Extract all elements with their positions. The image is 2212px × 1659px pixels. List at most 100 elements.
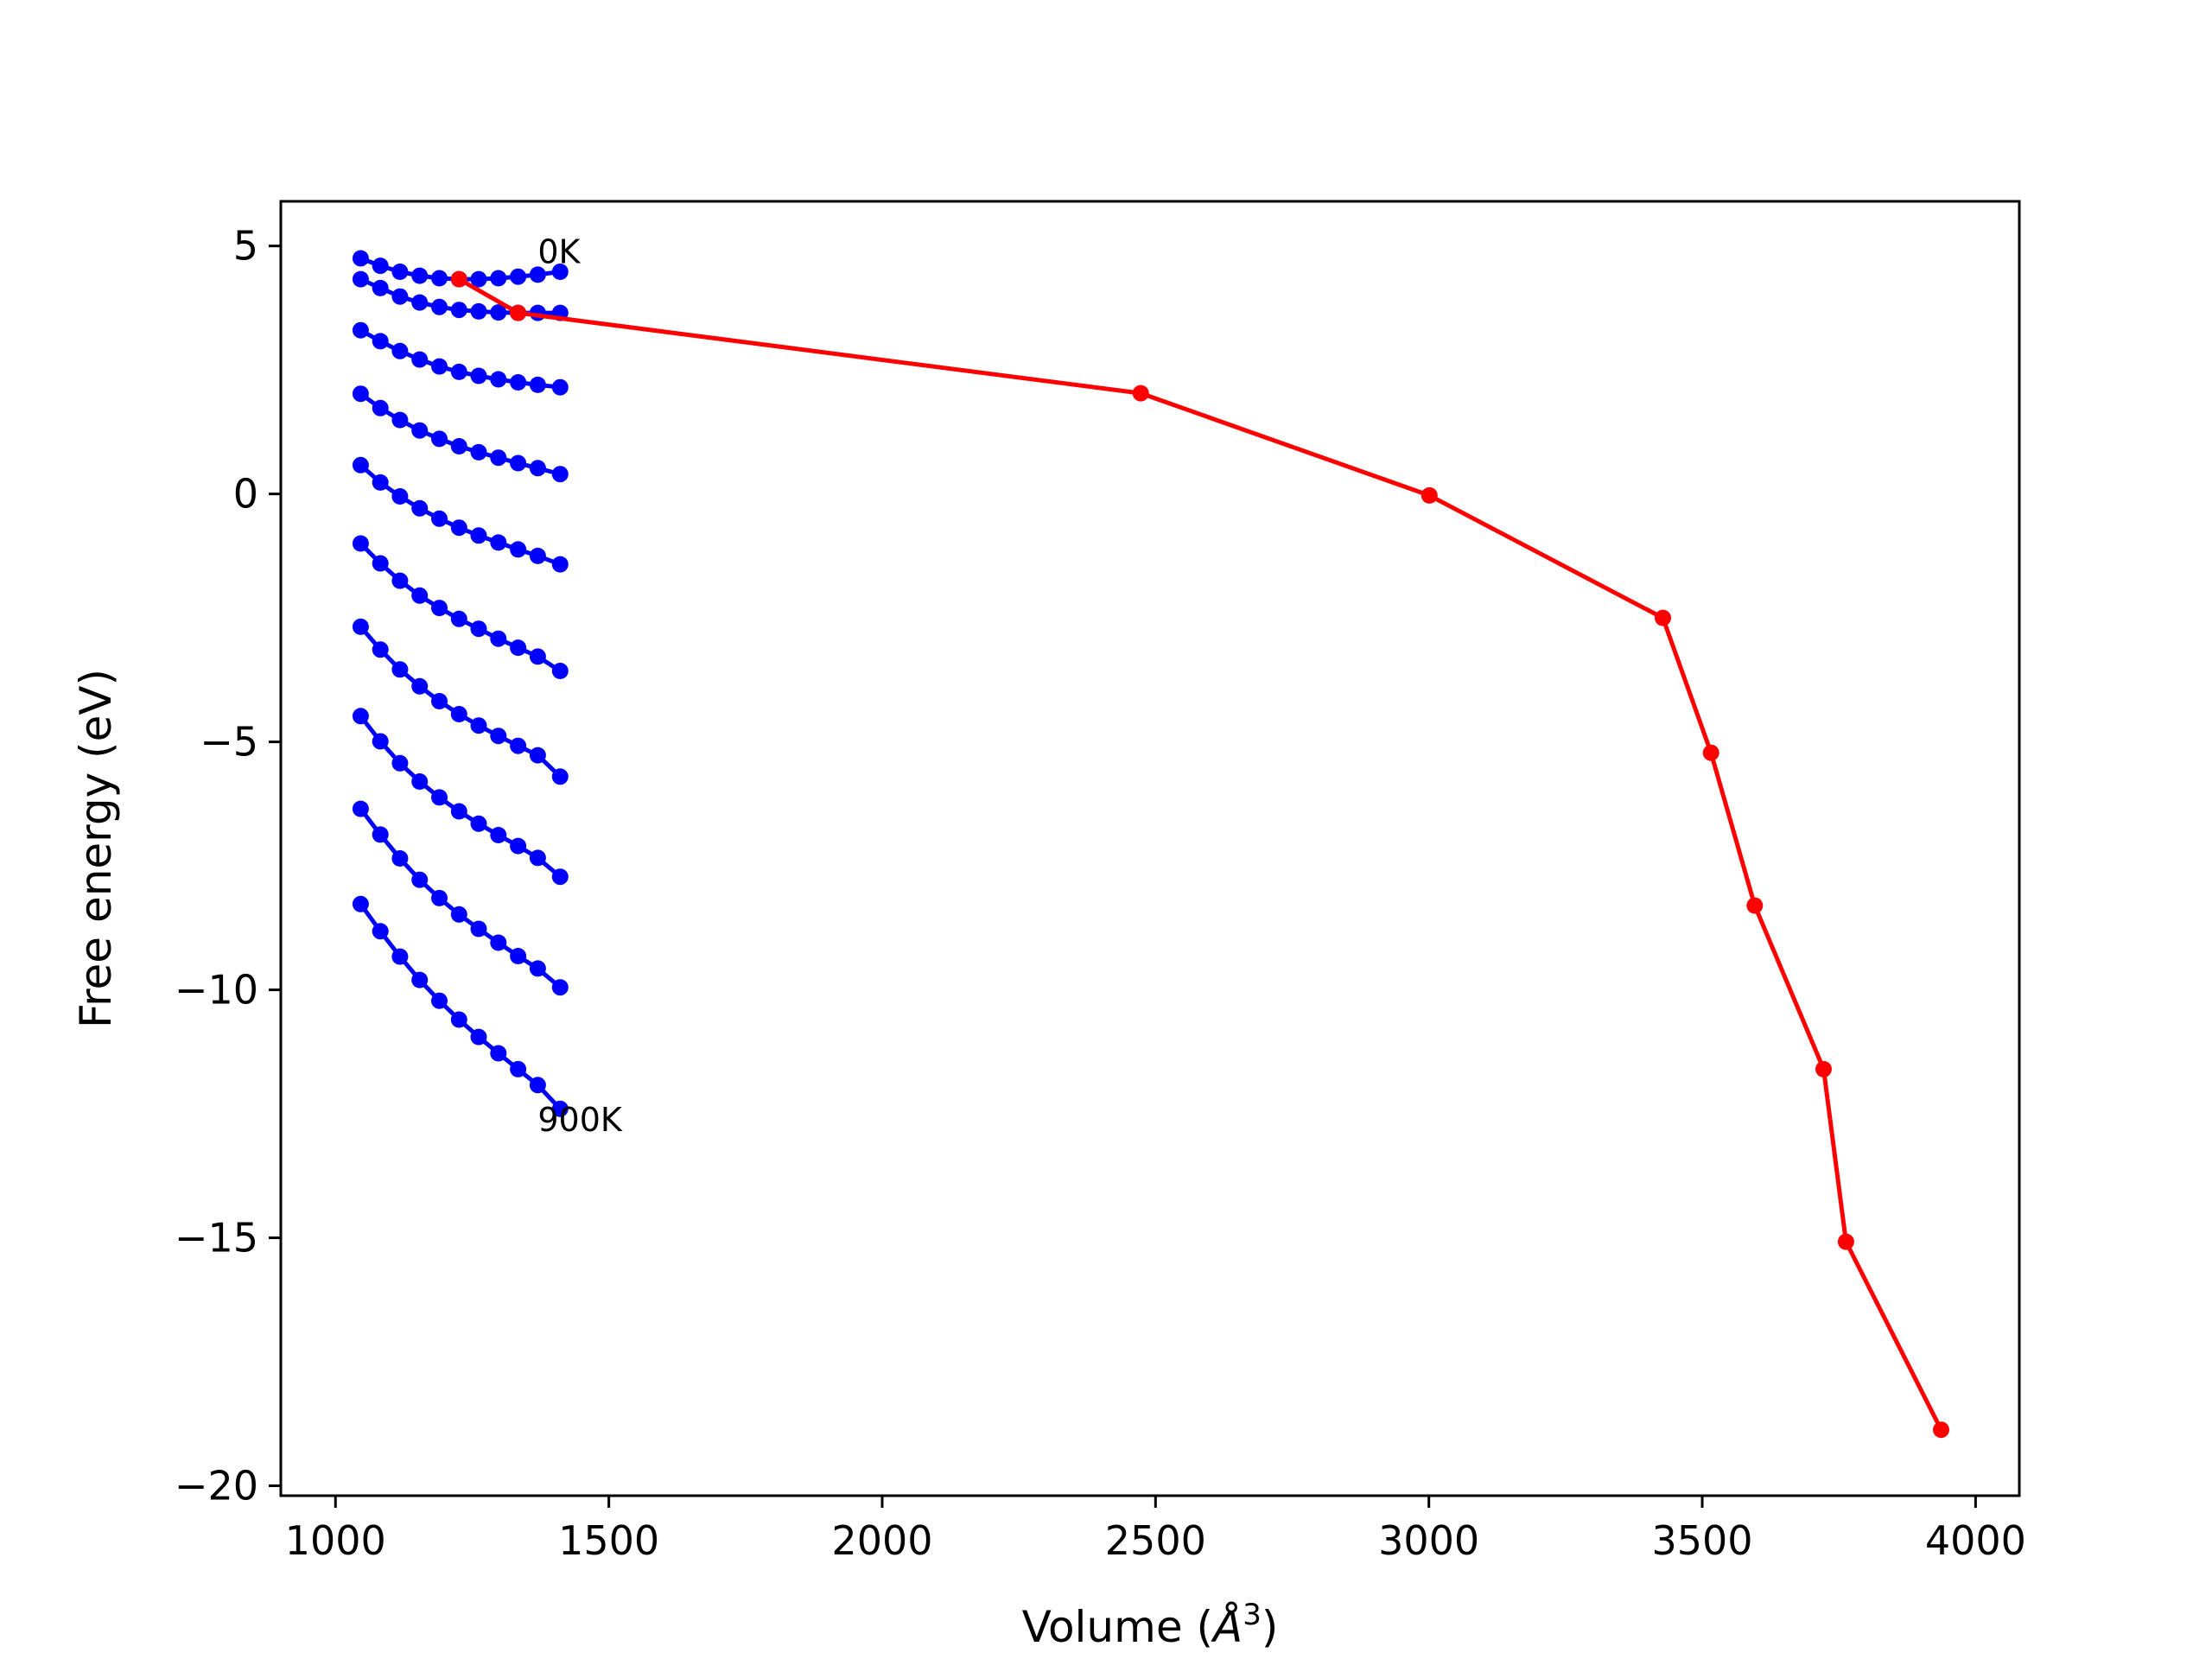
curve-point (551, 979, 569, 996)
x-tick-label: 3000 (1378, 1517, 1479, 1564)
curve-point (372, 279, 389, 296)
y-tick-label: −20 (175, 1463, 258, 1510)
curve-point (391, 411, 409, 429)
curve-point (450, 519, 467, 537)
curve-point (352, 535, 369, 552)
curve-point (510, 454, 527, 472)
curve-point (411, 677, 429, 695)
annotation-label: 900K (537, 1101, 623, 1139)
curve-point (510, 374, 527, 391)
curve-point (529, 266, 546, 283)
curve-point (391, 488, 409, 505)
minima-point (1702, 744, 1719, 761)
curve-point (551, 466, 569, 483)
curve-point (450, 706, 467, 722)
minima-point (1421, 486, 1438, 504)
curve-point (490, 934, 507, 951)
curve-point (411, 267, 429, 284)
y-tick-label: 0 (233, 471, 258, 518)
curve-point (391, 850, 409, 867)
curve-point (431, 358, 448, 375)
curve-point (470, 367, 487, 385)
x-tick-label: 1500 (558, 1517, 659, 1564)
curve-point (352, 456, 369, 474)
curve-point (391, 288, 409, 305)
minima-point (510, 304, 527, 321)
curve-point (470, 620, 487, 638)
x-tick-label: 2500 (1105, 1517, 1206, 1564)
x-axis-label-unit: Å (1211, 1602, 1243, 1652)
minima-point (1837, 1233, 1854, 1250)
curve-point (490, 728, 507, 745)
curve-point (510, 948, 527, 964)
x-tick-label: 2000 (831, 1517, 932, 1564)
curve-point (391, 342, 409, 359)
x-axis-label: Volume (Å3) (1022, 1598, 1279, 1652)
curve-point (372, 474, 389, 491)
curve-point (551, 663, 569, 679)
curve-point (470, 443, 487, 461)
curve-point (411, 587, 429, 604)
curve-point (431, 298, 448, 315)
curve-point (470, 815, 487, 832)
curve-point (529, 648, 546, 665)
curve-point (470, 920, 487, 938)
curve-point (490, 827, 507, 843)
curve-point (372, 333, 389, 350)
curve-point (490, 304, 507, 321)
y-tick-label: −15 (175, 1215, 258, 1262)
x-tick-label: 1000 (285, 1517, 386, 1564)
y-tick-label: −10 (175, 967, 258, 1014)
curve-point (372, 257, 389, 275)
annotations: 0K 900K (537, 233, 623, 1139)
curve-point (529, 960, 546, 977)
annotation-label: 0K (537, 233, 581, 271)
curve-point (529, 460, 546, 477)
curve-point (470, 270, 487, 288)
curve-point (372, 733, 389, 750)
curve-point (391, 754, 409, 772)
curve-point (450, 610, 467, 627)
curve-point (470, 302, 487, 320)
minima-point (1746, 897, 1764, 914)
curve-point (411, 871, 429, 888)
curve-point (411, 351, 429, 368)
x-axis-ticks: 1000 1500 2000 2500 3000 3500 4000 (285, 1496, 2026, 1564)
curve-point (510, 1060, 527, 1077)
curve-point (470, 717, 487, 734)
curve-point (510, 837, 527, 855)
x-axis-label-main: Volume ( (1022, 1602, 1213, 1652)
curve-point (352, 708, 369, 725)
curve-point (352, 250, 369, 267)
minima-point (1815, 1060, 1832, 1077)
curve-point (450, 1011, 467, 1028)
curve-point (450, 438, 467, 454)
curve-point (450, 363, 467, 380)
minima-curve (450, 270, 1949, 1439)
curve-point (411, 773, 429, 790)
curve-point (529, 747, 546, 764)
curve-point (510, 639, 527, 657)
curve-point (411, 971, 429, 988)
curve-point (352, 321, 369, 339)
minima-point (450, 270, 467, 288)
curve-point (411, 499, 429, 517)
curve-point (391, 264, 409, 280)
minima-point (1132, 385, 1149, 402)
temperature-curves (352, 250, 569, 1117)
x-tick-label: 3500 (1651, 1517, 1752, 1564)
curve-point (391, 661, 409, 678)
y-tick-label: −5 (200, 719, 258, 766)
minima-point (1655, 609, 1671, 626)
curve-point (372, 923, 389, 940)
curve-point (529, 1077, 546, 1094)
curve-point (391, 948, 409, 965)
curve-point (352, 385, 369, 403)
curve-point (372, 555, 389, 572)
curve-point (431, 889, 448, 906)
curve-point (551, 868, 569, 886)
curve-point (352, 618, 369, 635)
curve-point (431, 270, 448, 287)
minima-line (458, 276, 1943, 1431)
